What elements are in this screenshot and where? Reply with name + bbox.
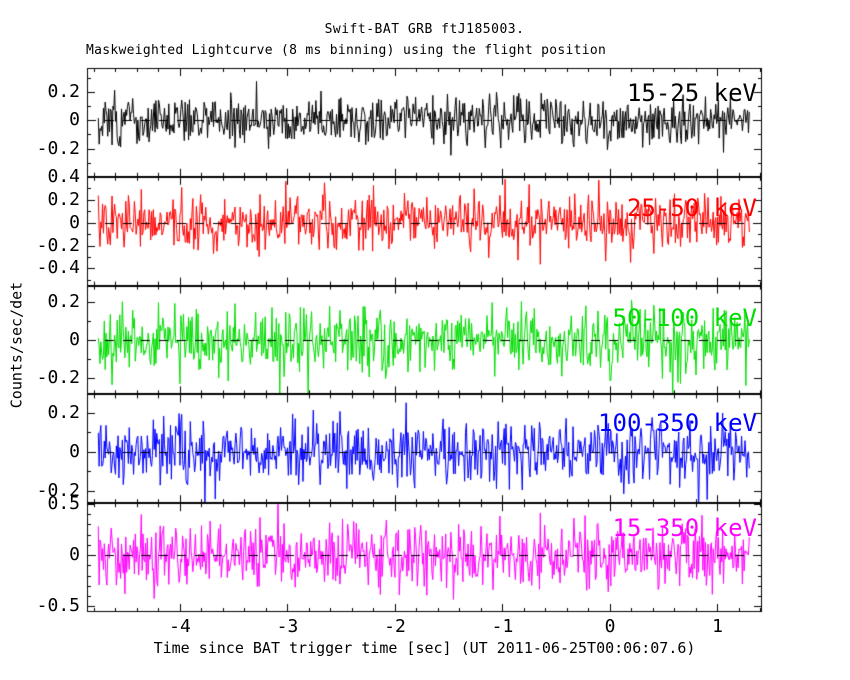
band-label-50-100-kev: 50-100 keV xyxy=(612,303,758,332)
x-tick-label: -2 xyxy=(384,616,406,637)
y-tick-label: 0.2 xyxy=(47,81,80,103)
x-tick-label: -3 xyxy=(276,616,299,637)
y-tick-label: 0 xyxy=(69,329,80,350)
x-tick-label: 1 xyxy=(712,616,723,637)
band-label-25-50-kev: 25-50 keV xyxy=(626,193,757,222)
y-tick-label: 0 xyxy=(69,440,80,462)
band-label-15-25-kev: 15-25 keV xyxy=(626,79,757,107)
y-tick-label: 0 xyxy=(69,544,80,566)
y-tick-label: 0 xyxy=(69,211,80,233)
y-tick-label: -0.5 xyxy=(36,595,80,617)
y-tick-label: -0.2 xyxy=(36,137,80,159)
x-tick-label: 0 xyxy=(604,616,616,637)
y-tick-label: 0.5 xyxy=(47,492,80,514)
y-tick-label: 0.2 xyxy=(47,401,80,423)
y-tick-label: -0.2 xyxy=(36,367,80,389)
y-tick-label: -0.4 xyxy=(36,257,80,279)
y-tick-label: -0.2 xyxy=(36,234,80,256)
chart-title: Swift-BAT GRB ftJ185003. xyxy=(324,22,525,37)
x-axis-title: Time since BAT trigger time [sec] (UT 20… xyxy=(153,639,696,657)
band-label-15-350-kev: 15-350 keV xyxy=(612,514,758,543)
y-tick-label: 0.4 xyxy=(47,165,80,187)
y-tick-label: 0.2 xyxy=(47,290,80,312)
y-tick-label: 0.2 xyxy=(47,188,80,210)
x-tick-label: -1 xyxy=(491,616,514,637)
band-label-100-350-kev: 100-350 keV xyxy=(598,409,757,438)
y-tick-label: 0 xyxy=(69,109,80,131)
y-tick-label: -0.2 xyxy=(36,479,80,501)
chart-subtitle: Maskweighted Lightcurve (8 ms binning) u… xyxy=(86,43,607,58)
x-tick-label: -4 xyxy=(169,616,191,637)
